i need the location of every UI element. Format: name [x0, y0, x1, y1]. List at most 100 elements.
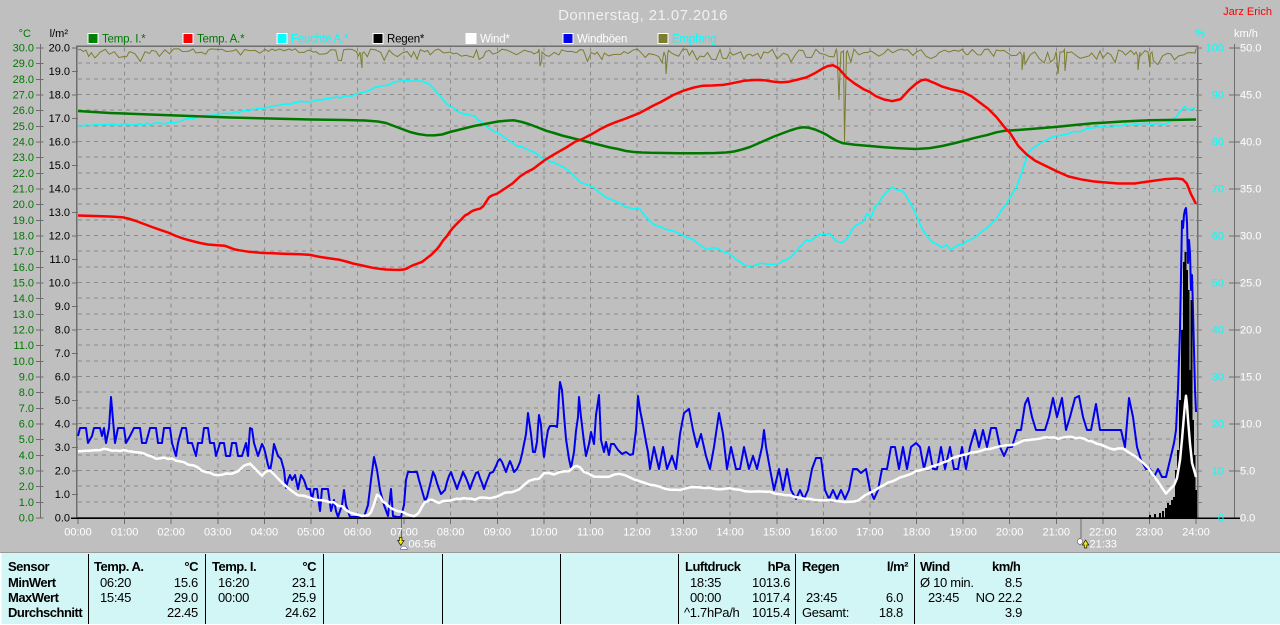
- svg-text:5.0: 5.0: [1240, 466, 1255, 478]
- svg-text:10.0: 10.0: [1240, 419, 1261, 431]
- svg-text:23.0: 23.0: [13, 152, 34, 164]
- svg-text:10.0: 10.0: [13, 356, 34, 368]
- svg-text:30.0: 30.0: [13, 43, 34, 55]
- svg-text:50.0: 50.0: [1240, 43, 1261, 55]
- svg-text:20.0: 20.0: [49, 43, 70, 55]
- svg-text:06:56: 06:56: [409, 539, 437, 551]
- svg-text:25.0: 25.0: [13, 121, 34, 133]
- svg-text:05:00: 05:00: [297, 527, 325, 539]
- svg-text:60: 60: [1212, 231, 1224, 243]
- svg-text:0: 0: [1218, 513, 1224, 525]
- svg-text:10:00: 10:00: [530, 527, 558, 539]
- svg-text:30.0: 30.0: [1240, 231, 1261, 243]
- svg-text:30: 30: [1212, 372, 1224, 384]
- svg-text:18.0: 18.0: [49, 90, 70, 102]
- svg-text:24.0: 24.0: [13, 137, 34, 149]
- svg-text:40: 40: [1212, 325, 1224, 337]
- svg-text:12.0: 12.0: [13, 325, 34, 337]
- svg-text:15.0: 15.0: [1240, 372, 1261, 384]
- svg-text:°C: °C: [19, 28, 31, 40]
- svg-text:9.0: 9.0: [19, 372, 34, 384]
- svg-text:1.0: 1.0: [19, 497, 34, 509]
- svg-text:22:00: 22:00: [1089, 527, 1117, 539]
- svg-text:28.0: 28.0: [13, 74, 34, 86]
- svg-text:Feuchte A.*: Feuchte A.*: [291, 34, 349, 46]
- svg-text:1.0: 1.0: [55, 489, 70, 501]
- svg-text:21:00: 21:00: [1042, 527, 1070, 539]
- svg-text:2.0: 2.0: [55, 466, 70, 478]
- svg-text:13.0: 13.0: [13, 309, 34, 321]
- svg-text:17.0: 17.0: [13, 246, 34, 258]
- svg-text:20:00: 20:00: [996, 527, 1024, 539]
- svg-text:12:00: 12:00: [623, 527, 651, 539]
- svg-text:Regen*: Regen*: [387, 34, 425, 46]
- svg-text:11.0: 11.0: [13, 340, 34, 352]
- svg-text:14:00: 14:00: [716, 527, 744, 539]
- svg-text:0.0: 0.0: [19, 513, 34, 525]
- svg-text:Temp. I.*: Temp. I.*: [102, 34, 146, 46]
- svg-text:16.0: 16.0: [13, 262, 34, 274]
- svg-text:45.0: 45.0: [1240, 90, 1261, 102]
- svg-text:50: 50: [1212, 278, 1224, 290]
- svg-text:3.0: 3.0: [19, 466, 34, 478]
- svg-text:20: 20: [1212, 419, 1224, 431]
- svg-text:07:00: 07:00: [390, 527, 418, 539]
- svg-text:27.0: 27.0: [13, 90, 34, 102]
- svg-text:29.0: 29.0: [13, 58, 34, 70]
- svg-text:2.0: 2.0: [19, 481, 34, 493]
- svg-text:15:00: 15:00: [763, 527, 791, 539]
- svg-text:40.0: 40.0: [1240, 137, 1261, 149]
- svg-text:13:00: 13:00: [670, 527, 698, 539]
- svg-text:6.0: 6.0: [55, 372, 70, 384]
- svg-text:18.0: 18.0: [13, 231, 34, 243]
- svg-text:8.0: 8.0: [55, 325, 70, 337]
- svg-text:5.0: 5.0: [55, 395, 70, 407]
- svg-text:19.0: 19.0: [13, 215, 34, 227]
- svg-text:Wind*: Wind*: [480, 34, 510, 46]
- svg-text:26.0: 26.0: [13, 105, 34, 117]
- svg-text:20.0: 20.0: [1240, 325, 1261, 337]
- svg-text:06:00: 06:00: [344, 527, 372, 539]
- svg-text:7.0: 7.0: [19, 403, 34, 415]
- svg-text:12.0: 12.0: [49, 231, 70, 243]
- svg-text:Windböen: Windböen: [577, 34, 627, 46]
- svg-text:09:00: 09:00: [483, 527, 511, 539]
- svg-text:15.0: 15.0: [49, 160, 70, 172]
- svg-text:80: 80: [1212, 137, 1224, 149]
- svg-text:02:00: 02:00: [157, 527, 185, 539]
- svg-text:00:00: 00:00: [64, 527, 92, 539]
- svg-text:l/m²: l/m²: [50, 28, 69, 40]
- svg-text:14.0: 14.0: [13, 293, 34, 305]
- svg-text:4.0: 4.0: [19, 450, 34, 462]
- svg-text:20.0: 20.0: [13, 199, 34, 211]
- svg-text:6.0: 6.0: [19, 419, 34, 431]
- svg-text:16:00: 16:00: [810, 527, 838, 539]
- svg-text:08:00: 08:00: [437, 527, 465, 539]
- svg-text:17:00: 17:00: [856, 527, 884, 539]
- svg-text:0.0: 0.0: [55, 513, 70, 525]
- svg-text:10: 10: [1212, 466, 1224, 478]
- svg-text:22.0: 22.0: [13, 168, 34, 180]
- svg-text:35.0: 35.0: [1240, 184, 1261, 196]
- svg-text:14.0: 14.0: [49, 184, 70, 196]
- svg-text:Temp. A.*: Temp. A.*: [197, 34, 245, 46]
- svg-text:100: 100: [1206, 43, 1224, 55]
- svg-text:01:00: 01:00: [111, 527, 139, 539]
- svg-text:24:00: 24:00: [1182, 527, 1210, 539]
- svg-text:17.0: 17.0: [49, 113, 70, 125]
- svg-text:90: 90: [1212, 90, 1224, 102]
- svg-text:15.0: 15.0: [13, 278, 34, 290]
- svg-text:11.0: 11.0: [49, 254, 70, 266]
- svg-text:10.0: 10.0: [49, 278, 70, 290]
- svg-text:04:00: 04:00: [251, 527, 279, 539]
- svg-text:5.0: 5.0: [19, 434, 34, 446]
- svg-text:19.0: 19.0: [49, 66, 70, 78]
- svg-text:7.0: 7.0: [55, 348, 70, 360]
- svg-text:Jarz Erich: Jarz Erich: [1223, 6, 1272, 18]
- svg-text:Empfang: Empfang: [672, 34, 717, 46]
- svg-text:70: 70: [1212, 184, 1224, 196]
- svg-text:0.0: 0.0: [1240, 513, 1255, 525]
- svg-text:13.0: 13.0: [49, 207, 70, 219]
- svg-text:11:00: 11:00: [577, 527, 604, 539]
- svg-text:%: %: [1195, 28, 1205, 40]
